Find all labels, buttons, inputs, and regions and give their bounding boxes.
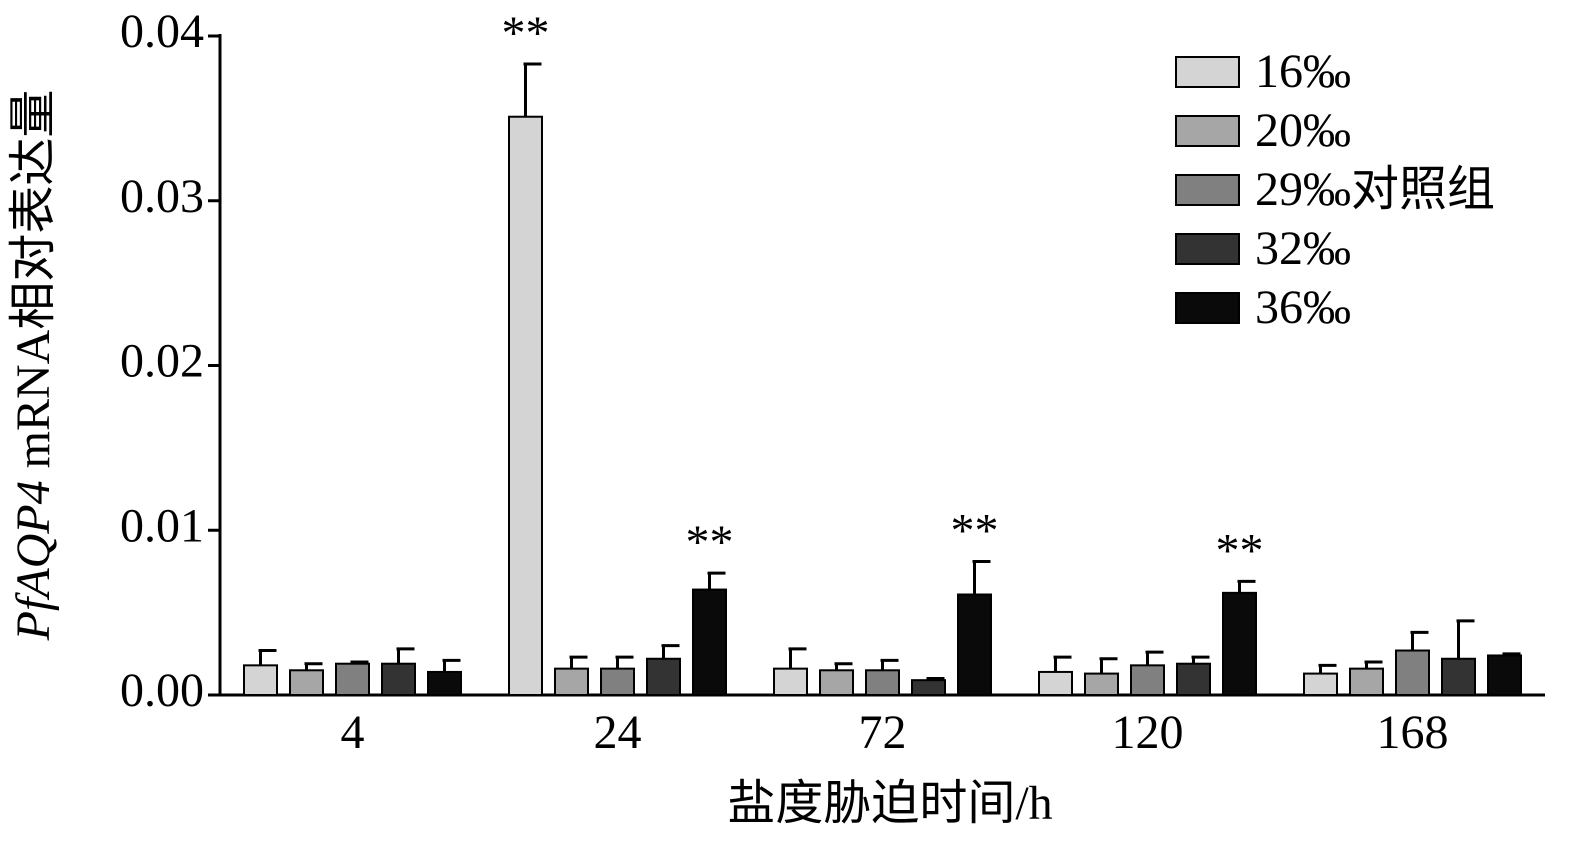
significance-label: ** bbox=[502, 7, 550, 60]
error-bar bbox=[1364, 660, 1383, 669]
x-tick-label: 168 bbox=[1377, 706, 1449, 759]
bar bbox=[1176, 662, 1211, 697]
legend-swatch bbox=[1175, 56, 1240, 88]
error-bar bbox=[1410, 630, 1429, 651]
y-label-part: PfAQP4 bbox=[7, 480, 60, 641]
significance-label: ** bbox=[951, 505, 999, 558]
bar bbox=[911, 679, 946, 696]
y-tick-label: 0.02 bbox=[120, 335, 204, 388]
y-tick-label: 0.00 bbox=[120, 664, 204, 717]
bar bbox=[335, 662, 370, 697]
legend-label: 32‰ bbox=[1255, 222, 1351, 275]
error-bar bbox=[661, 644, 680, 659]
bar bbox=[427, 670, 462, 696]
error-bar bbox=[707, 571, 726, 590]
bar bbox=[957, 593, 992, 696]
bar bbox=[1395, 649, 1430, 697]
x-tick-label: 24 bbox=[594, 706, 642, 759]
bar bbox=[508, 115, 543, 697]
bar bbox=[1222, 591, 1257, 696]
bar bbox=[554, 667, 589, 697]
x-tick-label: 4 bbox=[341, 706, 365, 759]
error-bar bbox=[1456, 619, 1475, 659]
bar bbox=[773, 667, 808, 697]
legend-swatch bbox=[1175, 115, 1240, 147]
legend-label: 20‰ bbox=[1255, 104, 1351, 157]
y-tick-label: 0.03 bbox=[120, 170, 204, 223]
bar bbox=[819, 669, 854, 696]
y-tick-label: 0.01 bbox=[120, 499, 204, 552]
bar bbox=[1303, 672, 1338, 697]
bar bbox=[1441, 657, 1476, 697]
error-bar bbox=[304, 662, 323, 671]
x-tick-label: 72 bbox=[859, 706, 907, 759]
bar bbox=[865, 669, 900, 696]
error-bar bbox=[615, 655, 634, 669]
error-bar bbox=[442, 658, 461, 672]
bar bbox=[1487, 654, 1522, 697]
error-bar bbox=[834, 662, 853, 671]
bar bbox=[1084, 672, 1119, 697]
error-bar bbox=[1318, 663, 1337, 674]
error-bar bbox=[258, 649, 277, 666]
error-bar bbox=[569, 655, 588, 669]
bar bbox=[646, 657, 681, 697]
bar bbox=[1130, 664, 1165, 696]
y-axis-label: PfAQP4 mRNA相对表达量 bbox=[7, 90, 60, 642]
bar bbox=[600, 667, 635, 697]
bar bbox=[289, 669, 324, 696]
error-bar bbox=[1237, 579, 1256, 593]
bar bbox=[692, 588, 727, 696]
error-bar bbox=[1099, 657, 1118, 674]
bar bbox=[1038, 670, 1073, 696]
significance-label: ** bbox=[686, 516, 734, 569]
error-bar bbox=[880, 658, 899, 671]
x-tick-label: 120 bbox=[1112, 706, 1184, 759]
bar bbox=[243, 664, 278, 696]
legend-swatch bbox=[1175, 174, 1240, 206]
error-bar bbox=[1053, 655, 1072, 672]
error-bar bbox=[1191, 655, 1210, 664]
bar bbox=[1349, 667, 1384, 697]
y-tick-label: 0.04 bbox=[120, 5, 204, 58]
error-bar bbox=[523, 62, 542, 117]
significance-label: ** bbox=[1216, 524, 1264, 577]
legend-label: 36‰ bbox=[1255, 281, 1351, 334]
bar bbox=[381, 662, 416, 697]
error-bar bbox=[972, 560, 991, 595]
error-bar bbox=[1145, 650, 1164, 666]
legend-swatch bbox=[1175, 292, 1240, 324]
error-bar bbox=[788, 647, 807, 669]
legend-label: 29‰对照组 bbox=[1255, 163, 1495, 216]
error-bar bbox=[396, 647, 415, 664]
legend-swatch bbox=[1175, 233, 1240, 265]
y-label-part: mRNA相对表达量 bbox=[7, 90, 60, 469]
x-axis-label: 盐度胁迫时间/h bbox=[727, 777, 1052, 830]
legend-label: 16‰ bbox=[1255, 45, 1351, 98]
